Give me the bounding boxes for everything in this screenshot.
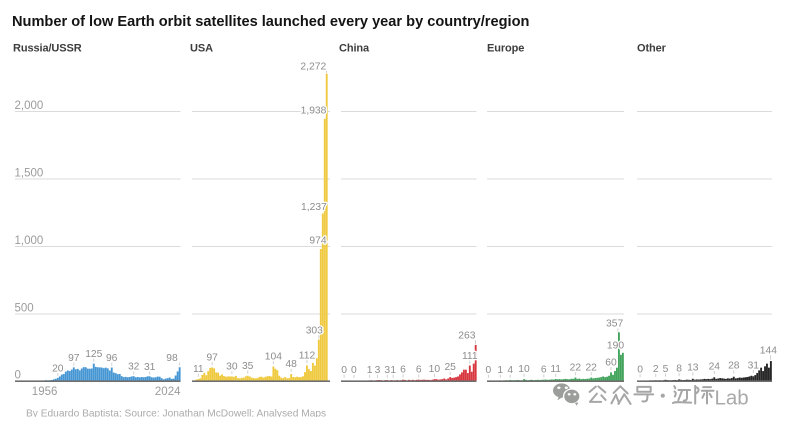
svg-text:0: 0	[351, 365, 357, 376]
svg-text:24: 24	[709, 361, 721, 372]
svg-text:4: 4	[507, 365, 513, 376]
svg-text:144: 144	[760, 345, 777, 356]
svg-text:Other: Other	[637, 43, 667, 55]
svg-text:31: 31	[144, 362, 156, 373]
svg-text:0: 0	[15, 370, 21, 382]
svg-text:USA: USA	[190, 43, 213, 55]
svg-text:30: 30	[226, 361, 238, 372]
svg-text:28: 28	[728, 361, 740, 372]
svg-text:1,938: 1,938	[301, 106, 327, 117]
svg-text:0: 0	[637, 365, 643, 376]
svg-text:6: 6	[416, 365, 422, 376]
svg-text:20: 20	[52, 363, 64, 374]
svg-text:48: 48	[285, 359, 297, 370]
svg-text:1: 1	[497, 365, 503, 376]
svg-text:22: 22	[585, 363, 597, 374]
svg-text:3: 3	[375, 365, 381, 376]
svg-text:1: 1	[390, 365, 396, 376]
svg-text:8: 8	[676, 363, 682, 374]
svg-text:6: 6	[400, 365, 406, 376]
svg-text:500: 500	[15, 303, 34, 315]
svg-text:5: 5	[663, 364, 669, 375]
svg-text:11: 11	[193, 364, 204, 375]
svg-text:1,000: 1,000	[15, 235, 44, 247]
svg-text:Lab: Lab	[715, 387, 749, 410]
svg-text:104: 104	[265, 352, 282, 363]
svg-text:263: 263	[458, 330, 475, 341]
svg-text:2,000: 2,000	[15, 100, 44, 112]
svg-text:22: 22	[570, 363, 582, 374]
svg-text:303: 303	[306, 326, 323, 337]
svg-text:Russia/USSR: Russia/USSR	[13, 43, 82, 55]
svg-text:111: 111	[462, 351, 478, 362]
svg-text:2024: 2024	[155, 386, 181, 398]
svg-text:By Eduardo Baptista; Source: J: By Eduardo Baptista; Source: Jonathan Mc…	[26, 408, 326, 417]
svg-text:Number of low Earth orbit sate: Number of low Earth orbit satellites lau…	[12, 14, 529, 30]
svg-text:1: 1	[367, 365, 373, 376]
svg-text:6: 6	[541, 365, 547, 376]
svg-text:97: 97	[68, 353, 80, 364]
svg-text:China: China	[339, 43, 370, 55]
svg-text:1,237: 1,237	[301, 202, 327, 213]
svg-text:60: 60	[605, 357, 617, 368]
svg-text:1,500: 1,500	[15, 168, 44, 180]
svg-text:97: 97	[206, 352, 218, 363]
svg-text:1956: 1956	[32, 386, 58, 398]
svg-text:11: 11	[550, 364, 561, 375]
svg-text:112: 112	[299, 350, 316, 361]
svg-text:10: 10	[518, 364, 530, 375]
svg-text:35: 35	[242, 361, 254, 372]
svg-text:10: 10	[429, 364, 441, 375]
svg-text:357: 357	[606, 319, 623, 330]
svg-text:2: 2	[653, 364, 659, 375]
svg-text:Europe: Europe	[487, 43, 524, 55]
svg-text:125: 125	[85, 349, 102, 360]
svg-text:0: 0	[341, 365, 347, 376]
svg-text:13: 13	[687, 363, 699, 374]
svg-text:25: 25	[444, 362, 456, 373]
svg-text:2,272: 2,272	[300, 61, 326, 72]
svg-text:0: 0	[486, 365, 492, 376]
svg-text:31: 31	[748, 360, 760, 371]
svg-text:190: 190	[607, 341, 624, 352]
svg-text:98: 98	[166, 353, 178, 364]
svg-text:96: 96	[106, 353, 118, 364]
svg-text:32: 32	[128, 362, 140, 373]
svg-text:974: 974	[309, 236, 326, 247]
